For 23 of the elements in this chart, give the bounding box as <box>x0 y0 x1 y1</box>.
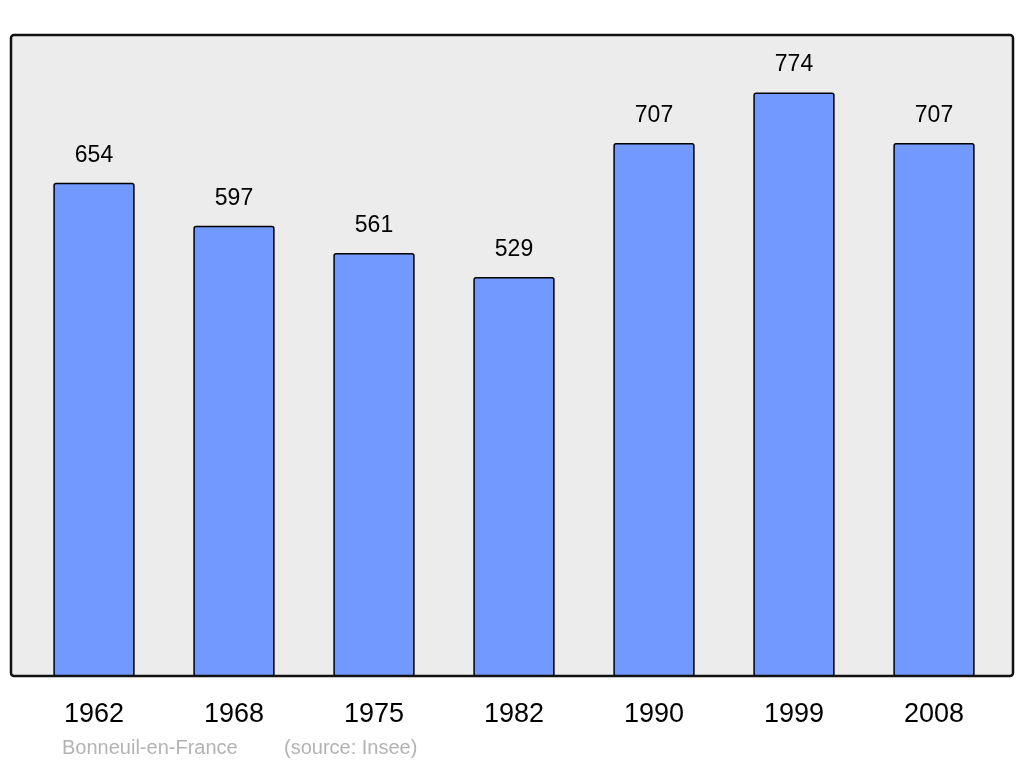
bar <box>193 225 275 677</box>
x-tick-label: 1975 <box>343 698 405 728</box>
bar <box>53 182 135 677</box>
text: (source: Insee) <box>284 736 418 758</box>
x-tick-label: 1990 <box>623 698 685 728</box>
x-tick-label: 1962 <box>63 698 125 728</box>
data-label: 707 <box>634 100 674 127</box>
data-label: 529 <box>494 234 534 261</box>
data-label: 707 <box>914 100 954 127</box>
bar <box>333 252 415 677</box>
text: Bonneuil-en-France <box>62 736 238 758</box>
x-tick-label: 1982 <box>483 698 545 728</box>
data-label: 774 <box>774 50 814 77</box>
x-tick-label: 1999 <box>763 698 825 728</box>
bar <box>473 276 555 677</box>
bar <box>753 92 835 677</box>
data-label: 654 <box>74 140 114 167</box>
data-label: 561 <box>354 210 394 237</box>
data-label: 597 <box>214 183 254 210</box>
x-tick-label: 2008 <box>903 698 965 728</box>
bar <box>613 142 695 677</box>
x-tick-label: 1968 <box>203 698 265 728</box>
bar <box>893 142 975 677</box>
